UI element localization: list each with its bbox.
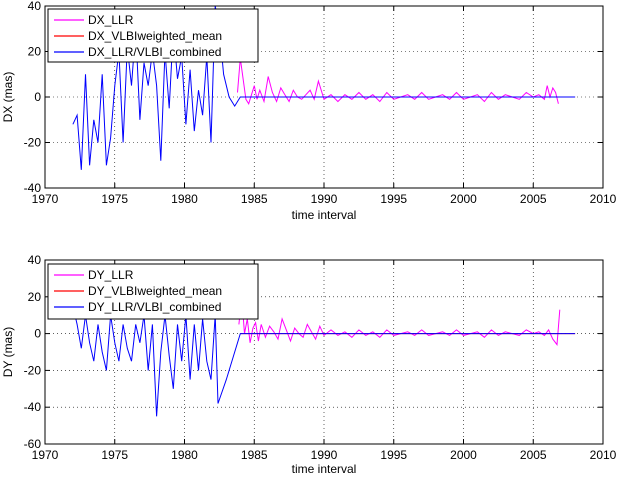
dy-ytick-label: -60 — [24, 437, 42, 451]
dy-xtick-label: 2005 — [520, 448, 547, 462]
dx-ytick-label: -20 — [24, 136, 42, 150]
dy-legend-label-dy-llr-vlbi-combined: DY_LLR/VLBI_combined — [88, 300, 221, 314]
dx-xtick-label: 1980 — [171, 192, 198, 206]
dy-legend: DY_LLR DY_VLBIweighted_mean DY_LLR/VLBI_co… — [47, 263, 259, 320]
dy-xtick-label: 2010 — [590, 448, 617, 462]
dx-ytick-label: -40 — [24, 181, 42, 195]
dy-xtick-label: 1975 — [101, 448, 128, 462]
dx-x-axis-label: time interval — [292, 208, 357, 222]
dx-ytick-label: 0 — [34, 90, 41, 104]
dx-series-line-dx-llr-vlbi-combined — [72, 6, 576, 170]
dx-series-layer — [72, 6, 576, 170]
dx-legend: DX_LLR DX_VLBIweighted_mean DX_LLR/VLBI_co… — [47, 8, 259, 63]
dx-xtick-label: 2000 — [450, 192, 477, 206]
dy-y-axis-label: DY (mas) — [1, 327, 15, 377]
dy-legend-label-dy-llr: DY_LLR — [88, 268, 134, 282]
dx-xtick-label: 2005 — [520, 192, 547, 206]
dy-xtick-label: 1970 — [32, 448, 59, 462]
dx-y-axis-label: DX (mas) — [1, 72, 15, 123]
dy-x-axis-label: time interval — [292, 462, 357, 476]
dy-xtick-label: 1985 — [241, 448, 268, 462]
dx-xtick-label: 1990 — [311, 192, 338, 206]
dy-ytick-label: 0 — [34, 327, 41, 341]
dy-xtick-label: 2000 — [450, 448, 477, 462]
dy-xtick-label: 1990 — [311, 448, 338, 462]
dy-panel: 1970 1975 1980 1985 1990 1995 2000 2005 2010 -60 -… — [1, 253, 617, 476]
dy-ticks: 1970 1975 1980 1985 1990 1995 2000 2005 2010 -60 -… — [24, 253, 617, 462]
dx-ytick-label: 20 — [28, 45, 42, 59]
dx-xtick-label: 1975 — [101, 192, 128, 206]
dy-xtick-label: 1980 — [171, 448, 198, 462]
dx-legend-label-dx-vlbiweighted-mean: DX_VLBIweighted_mean — [88, 29, 222, 43]
dx-ytick-label: 40 — [28, 0, 42, 13]
dy-legend-label-dy-vlbiweighted-mean: DY_VLBIweighted_mean — [88, 284, 222, 298]
dx-xtick-label: 1985 — [241, 192, 268, 206]
dx-xtick-label: 1995 — [380, 192, 407, 206]
dy-ytick-label: -40 — [24, 400, 42, 414]
dx-legend-label-dx-llr: DX_LLR — [88, 13, 134, 27]
dy-xtick-label: 1995 — [380, 448, 407, 462]
dx-xtick-label: 2010 — [590, 192, 617, 206]
dy-ytick-label: 40 — [28, 253, 42, 267]
dx-legend-label-dx-llr-vlbi-combined: DX_LLR/VLBI_combined — [88, 45, 221, 59]
dx-panel: 1970 1975 1980 1985 1990 1995 2000 2005 2010 -40 -… — [1, 0, 617, 222]
dy-ytick-label: 20 — [28, 290, 42, 304]
dy-ytick-label: -20 — [24, 363, 42, 377]
dx-ticks: 1970 1975 1980 1985 1990 1995 2000 2005 2010 -40 -… — [24, 0, 617, 206]
dx-xtick-label: 1970 — [32, 192, 59, 206]
